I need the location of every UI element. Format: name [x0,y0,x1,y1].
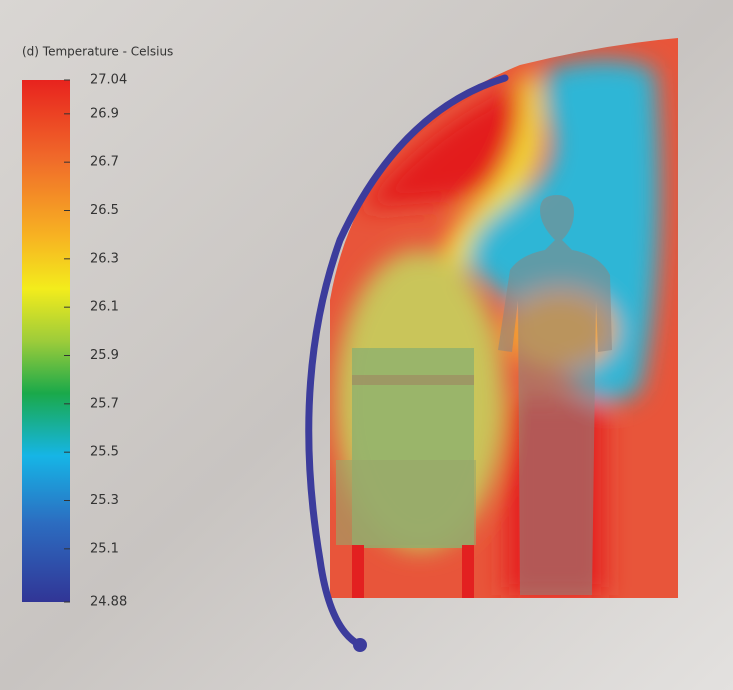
chair-rail [352,375,474,385]
legend-title: (d) Temperature - Celsius [22,45,173,59]
chair-seat [336,460,476,545]
tick-label: 26.1 [90,300,119,315]
tick-label: 26.5 [90,203,119,218]
tick-label: 25.7 [90,396,119,411]
tick-label: 25.3 [90,493,119,508]
tick-label: 25.9 [90,348,119,363]
tick-label: 25.1 [90,541,119,556]
tick-label: 26.7 [90,155,119,170]
chair-leg [352,545,364,600]
page: (d) Temperature - Celsius 24.88 25.1 25.3 2… [0,0,733,690]
screenshot: (d) Temperature - Celsius 24.88 25.1 25.3 2… [0,0,733,690]
door-end [353,638,367,652]
tick-label: 26.9 [90,106,119,121]
chair-leg [462,545,474,600]
tick-label: 26.3 [90,251,119,266]
tick-label: 27.04 [90,73,127,88]
tick-label: 25.5 [90,445,119,460]
tick-label: 24.88 [90,595,127,610]
colorbar [22,80,70,602]
